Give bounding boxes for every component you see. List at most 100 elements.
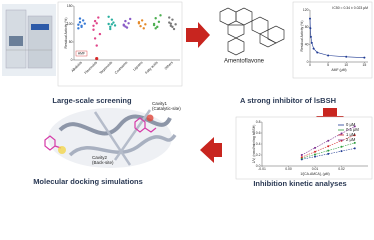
point <box>110 18 114 21</box>
point <box>171 25 174 29</box>
point <box>113 24 117 27</box>
point <box>92 24 95 27</box>
point <box>159 14 162 17</box>
point <box>345 55 348 58</box>
x-tick-label: 5 <box>327 63 329 67</box>
x-tick-label: 0.00 <box>285 167 292 171</box>
point <box>154 17 157 20</box>
y-tick-label: 100 <box>67 22 73 26</box>
x-tick-label: 0 <box>309 63 311 67</box>
point <box>353 125 356 128</box>
legend-label: 0.5 μM <box>346 127 359 132</box>
y-tick-label: 0 <box>71 58 73 62</box>
point <box>139 24 142 28</box>
point <box>327 149 330 152</box>
x-tick-label: 10 <box>344 63 348 67</box>
point <box>77 27 80 30</box>
point <box>124 25 127 28</box>
x-tick-label: 0.02 <box>338 167 345 171</box>
point <box>327 54 330 57</box>
point <box>340 150 343 153</box>
compound-name: Amentoflavone <box>224 59 265 65</box>
highlight-point <box>95 56 99 61</box>
point <box>340 132 343 135</box>
point <box>142 27 145 30</box>
arrow-right <box>186 22 210 48</box>
x-tick-label: 15 <box>362 63 366 67</box>
marker-label: AMF <box>78 51 85 55</box>
y-axis-label: Residual Activity (%) <box>64 18 68 49</box>
point <box>312 47 315 50</box>
point <box>300 154 303 156</box>
site-label: Cavity1 <box>152 101 168 106</box>
marker-box <box>75 50 88 57</box>
point <box>327 145 330 148</box>
chemical-structure <box>219 7 285 56</box>
x-tick-label: Lignans <box>132 60 143 71</box>
site-label: Cavity2 <box>92 155 108 160</box>
point <box>81 19 85 22</box>
point <box>171 18 174 21</box>
graphical-abstract: Large-scale screening Amentoflavone A st… <box>2 1 373 188</box>
point <box>309 17 311 20</box>
point <box>363 56 366 59</box>
point <box>124 19 127 23</box>
x-axis-label: AMF (μM) <box>331 68 346 72</box>
point <box>95 44 98 47</box>
point <box>353 134 356 137</box>
y-tick-label: 80 <box>305 25 309 29</box>
x-tick-label: -0.01 <box>258 167 266 171</box>
point <box>107 15 110 18</box>
y-tick-label: 120 <box>303 8 309 12</box>
caption: Inhibition kinetic analyses <box>253 179 346 188</box>
point <box>168 16 171 19</box>
point <box>314 155 316 158</box>
point <box>309 35 312 38</box>
caption: Molecular docking simulations <box>33 177 143 186</box>
legend-label: 2 μM <box>346 137 356 142</box>
point <box>83 22 86 25</box>
point <box>80 24 83 27</box>
point <box>314 150 316 153</box>
point <box>327 139 330 142</box>
point <box>107 22 110 26</box>
point <box>144 23 147 26</box>
point <box>327 152 330 155</box>
point <box>93 19 97 23</box>
y-tick-label: 150 <box>67 4 73 8</box>
point <box>98 32 102 36</box>
y-tick-label: 0 <box>307 60 309 64</box>
point <box>310 41 313 44</box>
y-tick-label: 0.2 <box>256 153 261 157</box>
point <box>316 51 319 54</box>
point <box>127 22 130 25</box>
point <box>92 28 95 31</box>
point <box>95 22 98 25</box>
point <box>314 146 316 149</box>
point <box>122 23 126 26</box>
point <box>157 20 161 24</box>
point <box>78 21 82 24</box>
site-label: (Catalytic-site) <box>152 106 181 111</box>
point <box>353 147 356 150</box>
point <box>156 25 159 29</box>
point <box>129 17 132 21</box>
line <box>301 148 355 160</box>
point <box>300 156 303 159</box>
y-axis-label: 1/V, (nmol/min/mg lsBSH) <box>252 125 256 164</box>
y-tick-label: 0.4 <box>256 142 261 146</box>
point <box>174 23 177 26</box>
point <box>97 16 100 19</box>
screening-panel <box>57 1 183 87</box>
point <box>172 27 176 31</box>
x-tick-label: 0.01 <box>312 167 319 171</box>
point <box>109 27 112 31</box>
arrow-left <box>200 137 222 163</box>
point <box>152 23 156 27</box>
y-tick-label: 0.8 <box>256 120 261 124</box>
point <box>140 19 144 22</box>
point <box>137 21 141 24</box>
y-tick-label: 0.6 <box>256 131 261 135</box>
instrument-photo <box>2 4 56 76</box>
legend-label: 0 μM <box>346 122 356 127</box>
